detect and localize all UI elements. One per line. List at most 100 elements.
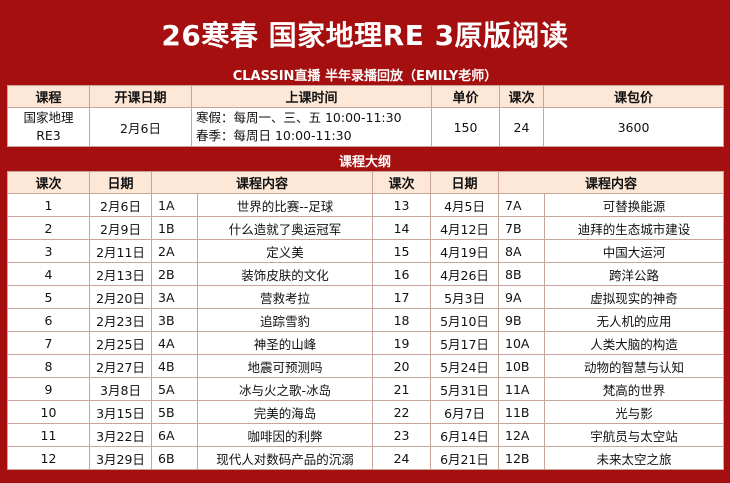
lesson-date: 2月27日 xyxy=(89,354,152,378)
unit-code: 6A xyxy=(151,423,198,447)
flyer: 26寒春 国家地理RE 3原版阅读 CLASSIN直播 半年录播回放（EMILY… xyxy=(5,5,725,478)
lesson-date: 3月29日 xyxy=(89,446,152,470)
unit-code: 7A xyxy=(498,193,546,217)
lesson-title: 追踪雪豹 xyxy=(196,308,374,332)
table-row: 11 3月22日 6A 咖啡因的利弊 23 6月14日 12A 宇航员与太空站 xyxy=(7,423,725,447)
lesson-number: 11 xyxy=(7,423,90,447)
unit-code: 10B xyxy=(498,354,546,378)
header-lesson-no-right: 课次 xyxy=(372,171,432,194)
lesson-number: 10 xyxy=(7,400,90,424)
lesson-title: 现代人对数码产品的沉溺 xyxy=(196,446,374,470)
lesson-date: 4月26日 xyxy=(430,262,500,286)
lesson-number: 7 xyxy=(7,331,90,355)
start-date: 2月6日 xyxy=(89,107,192,147)
package-price: 3600 xyxy=(543,107,724,147)
lesson-title: 未来太空之旅 xyxy=(544,446,725,470)
page-title: 26寒春 国家地理RE 3原版阅读 xyxy=(161,19,569,52)
lesson-number: 17 xyxy=(372,285,432,309)
lesson-title: 神圣的山峰 xyxy=(196,331,374,355)
header-lesson-no: 课次 xyxy=(7,171,90,194)
lesson-date: 3月8日 xyxy=(89,377,152,401)
unit-code: 5A xyxy=(151,377,198,401)
lesson-title: 中国大运河 xyxy=(544,239,725,263)
lesson-date: 5月31日 xyxy=(430,377,500,401)
course-name-line1: 国家地理 xyxy=(23,110,74,125)
lesson-number: 4 xyxy=(7,262,90,286)
lesson-date: 6月14日 xyxy=(430,423,500,447)
lesson-number: 13 xyxy=(372,193,432,217)
unit-code: 11B xyxy=(498,400,546,424)
lesson-number: 2 xyxy=(7,216,90,240)
lesson-title: 世界的比赛--足球 xyxy=(196,193,374,217)
unit-code: 5B xyxy=(151,400,198,424)
lesson-title: 虚拟现实的神奇 xyxy=(544,285,725,309)
schedule-winter: 寒假：每周一、三、五 10:00-11:30 xyxy=(196,110,402,125)
course-name-line2: RE3 xyxy=(36,128,61,143)
table-row: 2 2月9日 1B 什么造就了奥运冠军 14 4月12日 7B 迪拜的生态城市建设 xyxy=(7,216,725,240)
header-sessions: 课次 xyxy=(499,85,544,108)
lesson-date: 6月21日 xyxy=(430,446,500,470)
lesson-number: 20 xyxy=(372,354,432,378)
lesson-number: 24 xyxy=(372,446,432,470)
unit-code: 8B xyxy=(498,262,546,286)
lesson-title: 装饰皮肤的文化 xyxy=(196,262,374,286)
unit-code: 2A xyxy=(151,239,198,263)
table-row: 9 3月8日 5A 冰与火之歌-冰岛 21 5月31日 11A 梵高的世界 xyxy=(7,377,725,401)
unit-code: 11A xyxy=(498,377,546,401)
header-start-date: 开课日期 xyxy=(89,85,192,108)
lesson-date: 5月17日 xyxy=(430,331,500,355)
lesson-title: 可替换能源 xyxy=(544,193,725,217)
info-header-row: 课程 开课日期 上课时间 单价 课次 课包价 xyxy=(7,85,724,108)
info-value-row: 国家地理 RE3 2月6日 寒假：每周一、三、五 10:00-11:30 春季：… xyxy=(7,107,724,147)
lesson-date: 4月5日 xyxy=(430,193,500,217)
schedule-spring: 春季：每周日 10:00-11:30 xyxy=(196,128,352,143)
header-content: 课程内容 xyxy=(150,171,374,194)
lesson-title: 什么造就了奥运冠军 xyxy=(196,216,374,240)
lesson-title: 营救考拉 xyxy=(196,285,374,309)
lesson-title: 无人机的应用 xyxy=(544,308,725,332)
table-row: 4 2月13日 2B 装饰皮肤的文化 16 4月26日 8B 跨洋公路 xyxy=(7,262,725,286)
lesson-number: 9 xyxy=(7,377,90,401)
unit-code: 2B xyxy=(151,262,198,286)
lesson-date: 6月7日 xyxy=(430,400,500,424)
unit-code: 4B xyxy=(151,354,198,378)
course-info-table: 课程 开课日期 上课时间 单价 课次 课包价 国家地理 RE3 2月6日 寒假：… xyxy=(7,85,724,147)
lesson-title: 定义美 xyxy=(196,239,374,263)
table-row: 10 3月15日 5B 完美的海岛 22 6月7日 11B 光与影 xyxy=(7,400,725,424)
lesson-title: 光与影 xyxy=(544,400,725,424)
lesson-title: 完美的海岛 xyxy=(196,400,374,424)
unit-code: 10A xyxy=(498,331,546,355)
lesson-date: 5月3日 xyxy=(430,285,500,309)
header-unit-price: 单价 xyxy=(431,85,500,108)
lesson-date: 4月19日 xyxy=(430,239,500,263)
lesson-date: 2月9日 xyxy=(89,216,152,240)
outline-title: 课程大纲 xyxy=(7,149,723,171)
lesson-date: 2月11日 xyxy=(89,239,152,263)
lesson-number: 6 xyxy=(7,308,90,332)
lesson-title: 冰与火之歌-冰岛 xyxy=(196,377,374,401)
lesson-date: 5月10日 xyxy=(430,308,500,332)
table-row: 5 2月20日 3A 营救考拉 17 5月3日 9A 虚拟现实的神奇 xyxy=(7,285,725,309)
header-date-right: 日期 xyxy=(430,171,500,194)
unit-price: 150 xyxy=(431,107,500,147)
lesson-number: 12 xyxy=(7,446,90,470)
lesson-number: 21 xyxy=(372,377,432,401)
unit-code: 8A xyxy=(498,239,546,263)
lesson-number: 19 xyxy=(372,331,432,355)
unit-code: 3B xyxy=(151,308,198,332)
header-class-time: 上课时间 xyxy=(191,85,432,108)
lesson-number: 3 xyxy=(7,239,90,263)
lesson-title: 梵高的世界 xyxy=(544,377,725,401)
course-name: 国家地理 RE3 xyxy=(7,107,90,147)
unit-code: 1B xyxy=(151,216,198,240)
unit-code: 12B xyxy=(498,446,546,470)
header-package-price: 课包价 xyxy=(543,85,724,108)
lesson-date: 3月15日 xyxy=(89,400,152,424)
lesson-date: 3月22日 xyxy=(89,423,152,447)
header-content-right: 课程内容 xyxy=(498,171,725,194)
lesson-number: 1 xyxy=(7,193,90,217)
lesson-date: 2月6日 xyxy=(89,193,152,217)
lesson-number: 22 xyxy=(372,400,432,424)
unit-code: 1A xyxy=(151,193,198,217)
lesson-number: 15 xyxy=(372,239,432,263)
